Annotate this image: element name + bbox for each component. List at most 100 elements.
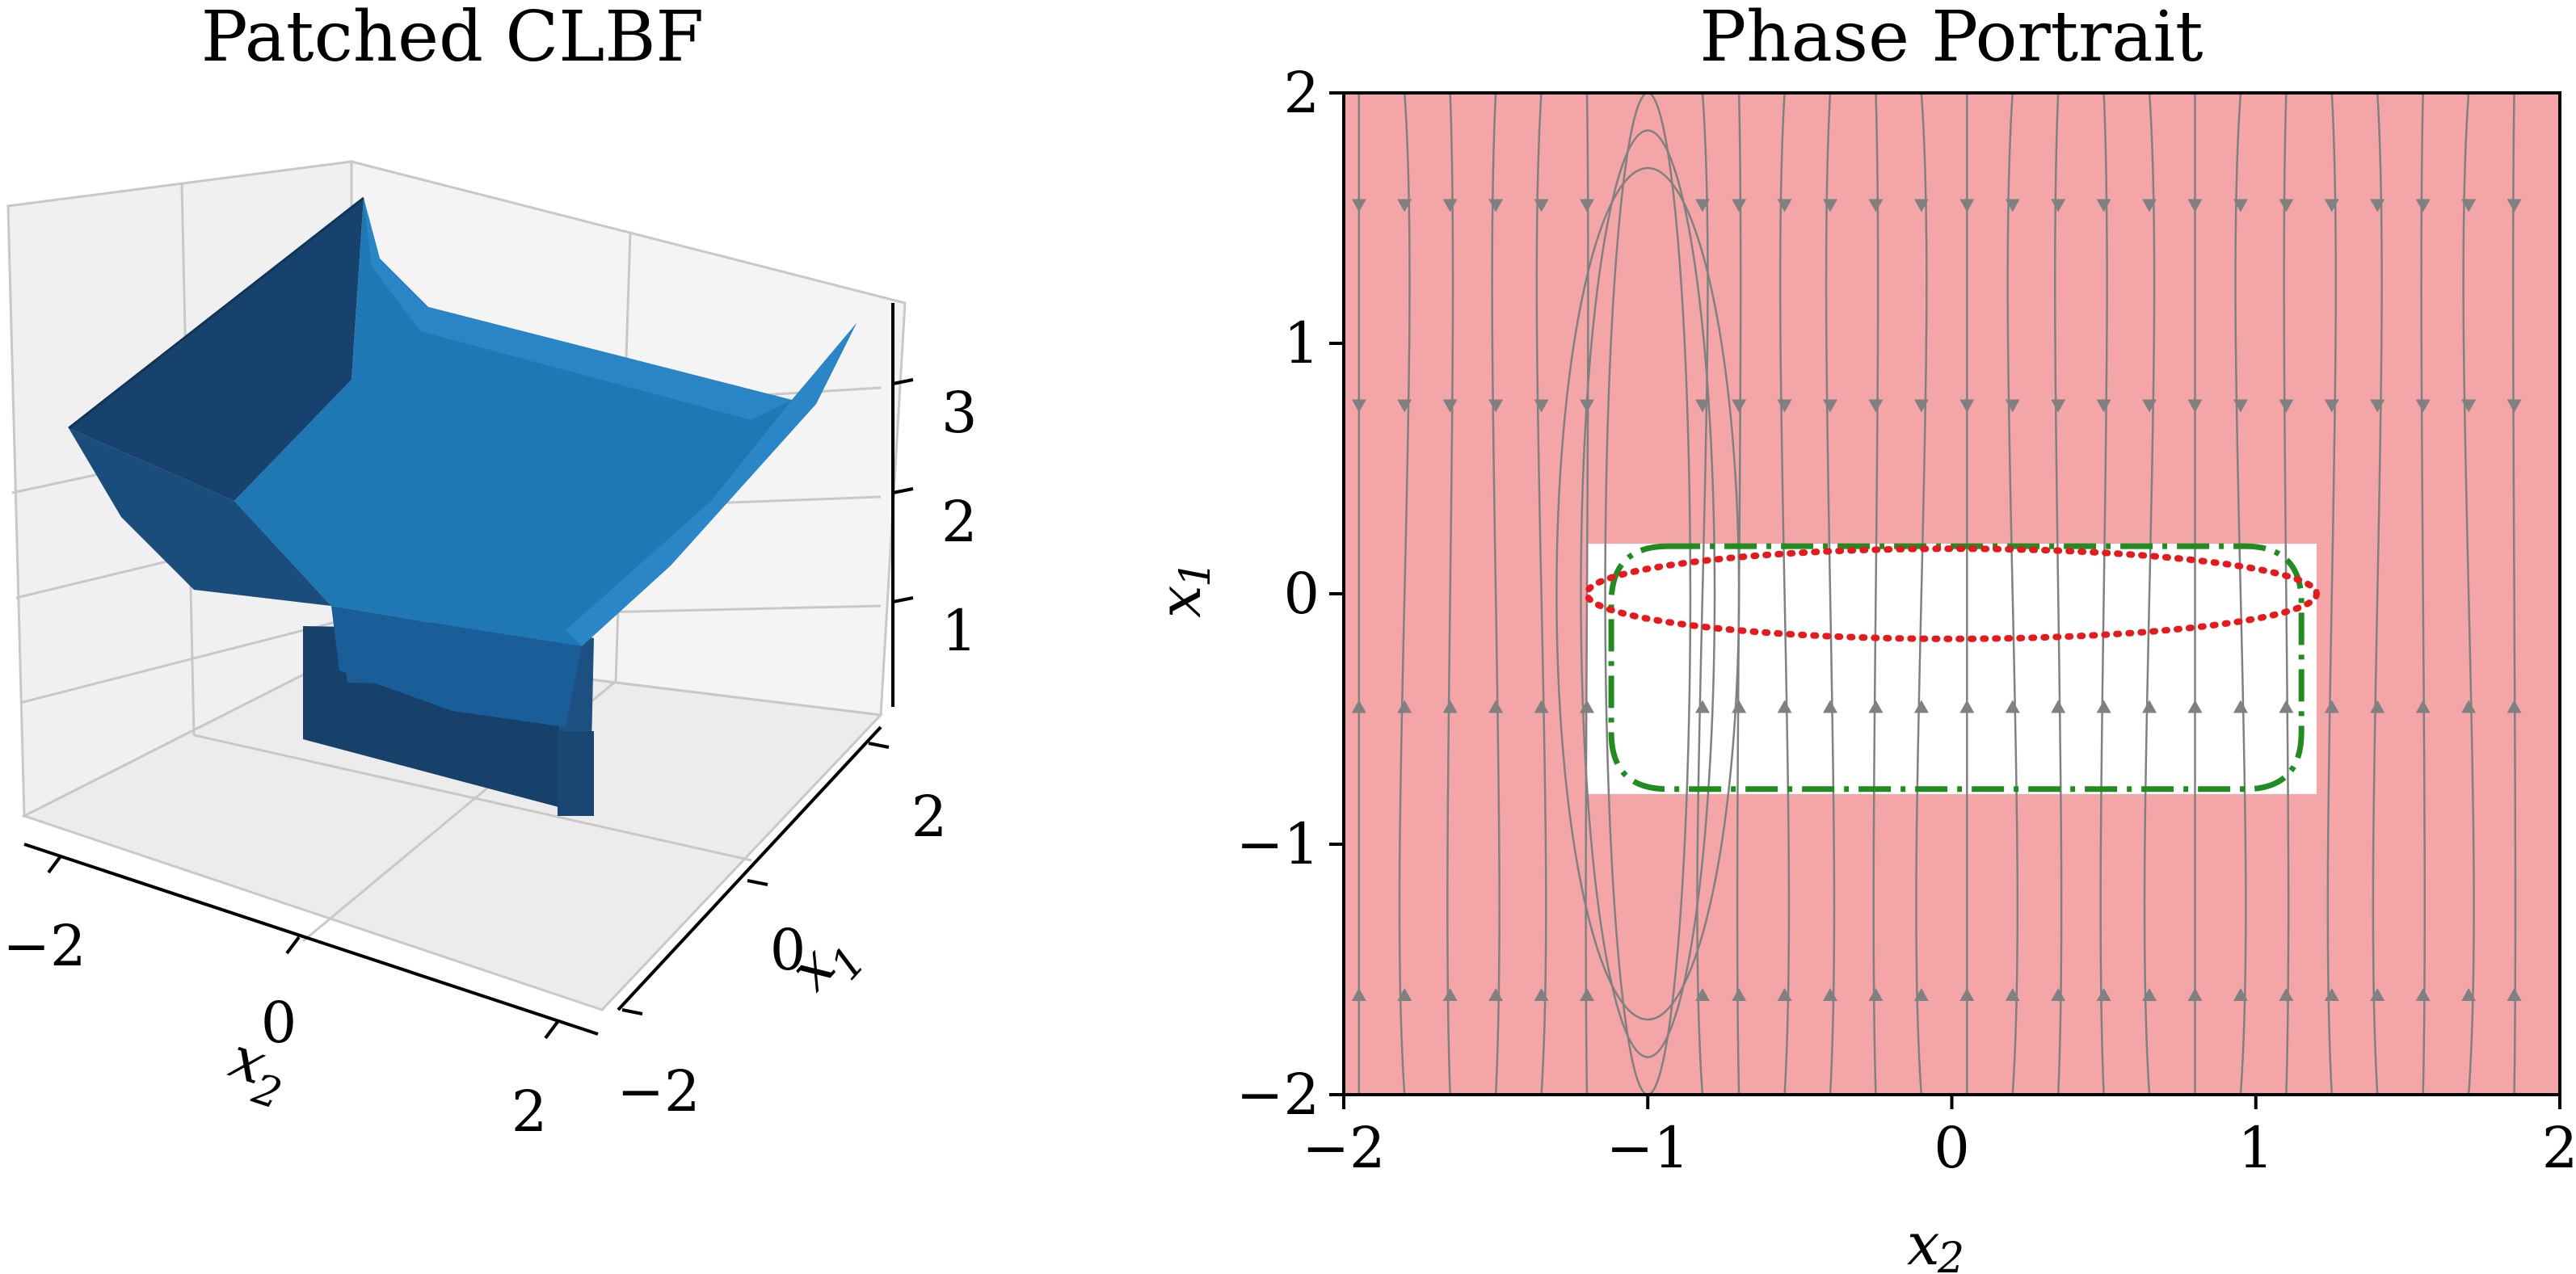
stream-arrow xyxy=(2187,399,2203,413)
stream-arrow xyxy=(1868,199,1884,212)
stream-arrow xyxy=(2415,399,2431,413)
stream-arrow xyxy=(1534,399,1549,413)
stream-arrow xyxy=(2461,199,2477,212)
stream-arrow xyxy=(2142,199,2157,212)
stream-arrow xyxy=(2142,700,2157,713)
stream-arrow xyxy=(1442,199,1458,212)
stream-arrow xyxy=(1732,399,1747,413)
axis-lines xyxy=(23,303,894,1036)
stream-arrow xyxy=(2461,988,2477,1001)
surface-panel: Patched CLBF xyxy=(2,0,977,1145)
streamline xyxy=(1825,92,1836,1095)
stream-arrow xyxy=(2051,399,2066,413)
streamline xyxy=(2234,92,2247,1095)
stream-arrow xyxy=(1913,199,1929,212)
stream-arrow xyxy=(2415,199,2431,212)
stream-arrow xyxy=(1397,199,1412,212)
stream-arrow xyxy=(1442,700,1458,713)
stream-arrow xyxy=(1732,988,1747,1001)
x-tick-label: 0 xyxy=(1934,1115,1970,1181)
stream-arrow xyxy=(2324,700,2339,713)
stream-arrow xyxy=(2370,399,2385,413)
streamline-loop xyxy=(1555,166,1740,1021)
x1-tick-label: 2 xyxy=(911,784,948,850)
red-dotted-ellipse xyxy=(1584,545,2320,642)
stream-arrow xyxy=(1913,988,1929,1001)
stream-arrow xyxy=(1534,199,1549,212)
stream-arrow xyxy=(1351,700,1366,713)
y-tick-label: −1 xyxy=(1236,811,1320,877)
stream-arrow xyxy=(2096,700,2111,713)
stream-arrow xyxy=(2370,199,2385,212)
streamline xyxy=(2099,92,2108,1095)
stream-arrow xyxy=(2324,399,2339,413)
stream-arrow xyxy=(1442,399,1458,413)
stream-arrow xyxy=(2005,700,2020,713)
streamline xyxy=(1915,92,1928,1095)
stream-arrow xyxy=(2461,399,2477,413)
stream-arrow xyxy=(2142,988,2157,1001)
x2-tick-label: 2 xyxy=(511,1078,548,1145)
phase-portrait-panel: Phase Portrait −2−2 −1 −1 0 0 1 1 2 2 x 2 x 1 xyxy=(1146,0,2576,1274)
streamline xyxy=(2054,92,2063,1095)
streamline xyxy=(2283,92,2290,1095)
stream-arrow xyxy=(2005,988,2020,1001)
stream-arrow xyxy=(1580,988,1594,1001)
streamline xyxy=(2006,92,2019,1095)
stream-arrow xyxy=(1397,399,1412,413)
stream-arrow xyxy=(1694,988,1710,1001)
streamlines xyxy=(1351,91,2522,1096)
stream-arrow xyxy=(2415,700,2431,713)
stream-arrow xyxy=(2279,988,2294,1001)
stream-arrow xyxy=(2507,700,2522,713)
stream-arrow xyxy=(1959,199,1975,212)
streamline xyxy=(2372,92,2383,1095)
stream-arrow xyxy=(2096,399,2111,413)
stream-arrow xyxy=(2096,988,2111,1001)
stream-arrow xyxy=(2233,988,2248,1001)
stream-arrow xyxy=(2507,399,2522,413)
z-tick-label: 3 xyxy=(941,380,978,446)
stream-arrow xyxy=(1959,399,1975,413)
right-ylabel: x 1 xyxy=(1146,561,1220,618)
x-tick-label: 2 xyxy=(2542,1115,2576,1181)
y-tick-label: 1 xyxy=(1283,310,1320,376)
stream-arrow xyxy=(2370,988,2385,1001)
z-tick-label: 2 xyxy=(941,489,978,555)
axis-ticks xyxy=(47,378,914,1040)
stream-arrow xyxy=(1694,199,1710,212)
z-tick-label: 1 xyxy=(941,598,978,664)
right-title: Phase Portrait xyxy=(1699,0,2203,78)
streamline xyxy=(1446,92,1454,1095)
stream-arrow xyxy=(1823,988,1837,1001)
stream-arrow xyxy=(1959,700,1975,713)
svg-text:1: 1 xyxy=(1172,561,1220,587)
svg-text:x: x xyxy=(1907,1210,1940,1274)
stream-arrow xyxy=(1397,700,1412,713)
surface-sheet xyxy=(68,196,857,727)
stream-arrow xyxy=(2187,199,2203,212)
streamline xyxy=(1778,92,1791,1095)
stream-arrow xyxy=(1868,988,1884,1001)
stream-arrow xyxy=(2461,700,2477,713)
right-xlabel: x 2 xyxy=(1907,1210,1964,1274)
y-tick-label: 2 xyxy=(1283,60,1320,126)
stream-arrow xyxy=(2233,700,2248,713)
stream-arrow xyxy=(1868,700,1884,713)
stream-arrow xyxy=(2324,988,2339,1001)
safe-region xyxy=(1587,544,2317,794)
floor-pane xyxy=(21,649,884,1011)
streamline xyxy=(2326,92,2338,1095)
stream-arrow xyxy=(2005,199,2020,212)
x-tick-label: 1 xyxy=(2237,1115,2274,1181)
y-tick-label: −2 xyxy=(1236,1062,1320,1128)
x2-tick-label: −2 xyxy=(2,913,86,979)
stream-arrow xyxy=(1868,399,1884,413)
streamline xyxy=(1872,92,1879,1095)
streamline xyxy=(1535,92,1547,1095)
stream-arrow xyxy=(2096,199,2111,212)
stream-arrow xyxy=(1959,988,1975,1001)
stream-arrow xyxy=(2415,988,2431,1001)
stream-arrow xyxy=(1823,199,1837,212)
stream-arrow xyxy=(1534,988,1549,1001)
